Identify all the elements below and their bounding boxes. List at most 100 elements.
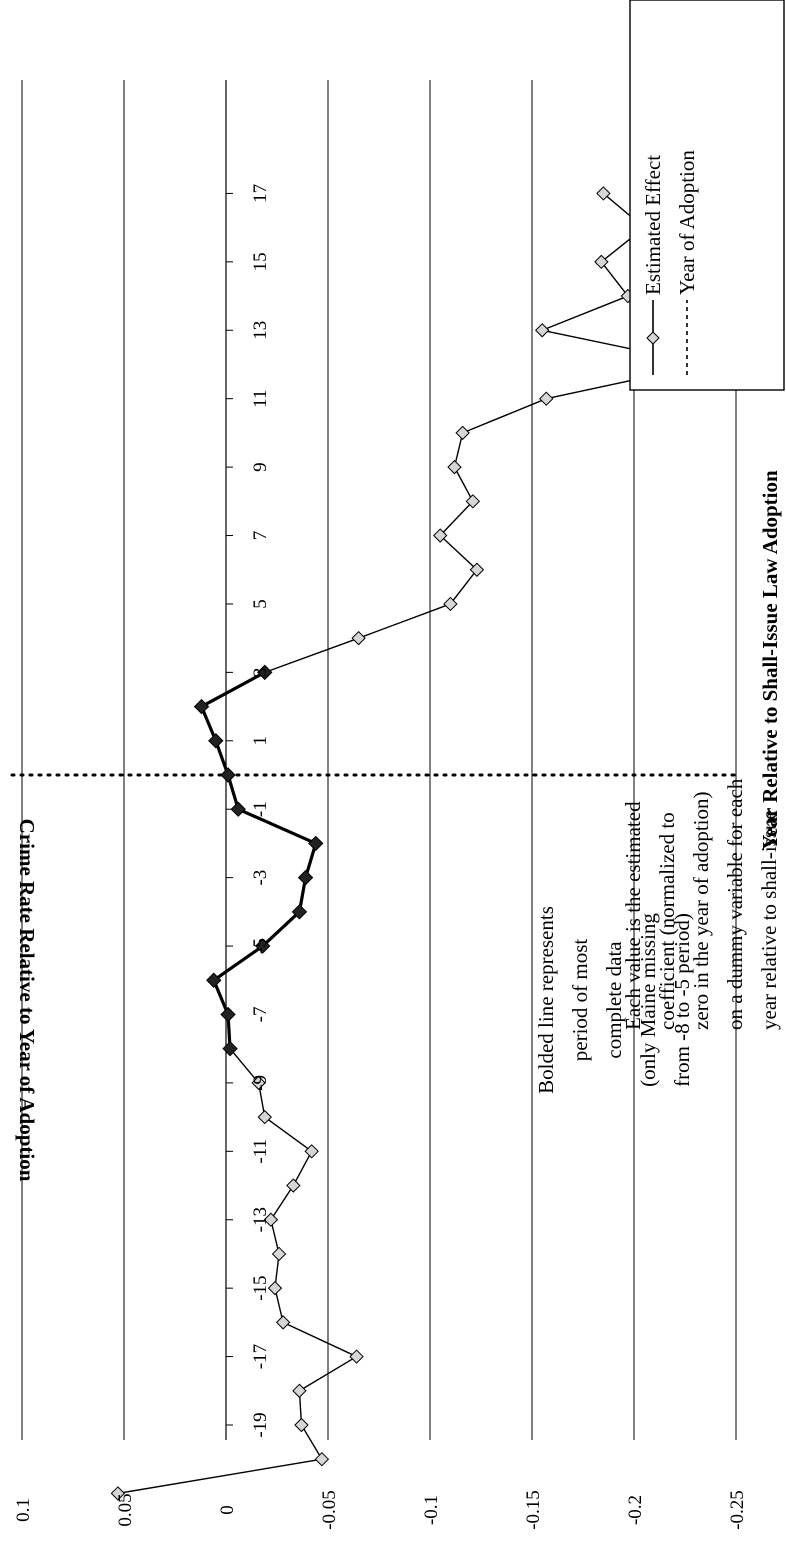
y-tick-label: 0.05 bbox=[115, 1493, 136, 1526]
data-point bbox=[447, 459, 462, 475]
estimated-effect-series bbox=[110, 186, 713, 1501]
data-point bbox=[351, 630, 366, 646]
series-segment bbox=[282, 1321, 357, 1358]
series-segment bbox=[264, 1116, 313, 1152]
y-tick-label: -0.1 bbox=[421, 1495, 442, 1525]
data-point-bold bbox=[230, 801, 246, 817]
series-segment bbox=[449, 569, 478, 605]
x-tick-label: -7 bbox=[250, 1007, 271, 1023]
data-point bbox=[443, 596, 458, 612]
x-tick-label: 3 bbox=[250, 668, 271, 678]
data-point-bold bbox=[297, 869, 314, 886]
series-segment-bold bbox=[214, 740, 230, 776]
x-tick-label: 17 bbox=[250, 184, 271, 203]
data-point-bold bbox=[222, 1040, 238, 1057]
series-segment bbox=[264, 637, 359, 674]
x-tick-label: 1 bbox=[250, 736, 271, 746]
x-tick-label: -15 bbox=[250, 1275, 271, 1300]
series-segment bbox=[462, 398, 547, 434]
series-segment bbox=[439, 500, 474, 537]
series-segment bbox=[453, 466, 474, 502]
data-point bbox=[465, 494, 481, 509]
data-point bbox=[596, 186, 611, 201]
data-point bbox=[534, 323, 550, 338]
series-segment-bold bbox=[212, 944, 264, 982]
data-point-bold bbox=[208, 733, 224, 749]
data-point-bold bbox=[257, 664, 273, 681]
annotation-bolded-line: Bolded line represents period of most comp… bbox=[534, 906, 694, 1094]
data-point-bold bbox=[255, 938, 271, 954]
axes bbox=[225, 80, 233, 1440]
series-segment-bold bbox=[261, 910, 301, 948]
data-point bbox=[292, 1383, 307, 1398]
data-point-bold bbox=[291, 904, 308, 920]
data-point bbox=[539, 391, 554, 406]
data-point bbox=[594, 254, 609, 270]
data-point bbox=[251, 1075, 266, 1091]
data-point bbox=[294, 1417, 309, 1433]
data-point bbox=[432, 528, 448, 543]
data-point-bold bbox=[308, 835, 324, 852]
series-segment-bold bbox=[200, 705, 218, 742]
x-tick-label: -17 bbox=[250, 1344, 271, 1369]
data-point bbox=[275, 1315, 291, 1330]
legend-box bbox=[629, 0, 785, 391]
legend-entry-year-of-adoption: Year of Adoption bbox=[675, 150, 699, 375]
x-tick-label: -5 bbox=[250, 938, 271, 954]
data-point bbox=[286, 1178, 301, 1193]
x-tick-label: -13 bbox=[250, 1207, 271, 1232]
annotations: Bolded line represents period of most comp… bbox=[534, 774, 786, 1094]
data-point-bold bbox=[206, 972, 222, 988]
data-point bbox=[263, 1212, 279, 1227]
series-segment bbox=[117, 1458, 322, 1495]
legend-effect-marker bbox=[646, 331, 660, 345]
data-point-bold bbox=[220, 767, 236, 783]
data-point bbox=[349, 1349, 364, 1364]
series-segment-bold bbox=[237, 807, 317, 845]
data-point bbox=[257, 1109, 272, 1125]
x-tick-label: -9 bbox=[250, 1075, 271, 1091]
y-tick-label: -0.05 bbox=[319, 1490, 340, 1530]
series-segment bbox=[300, 1424, 323, 1460]
series-segment bbox=[600, 261, 629, 297]
series-segment bbox=[358, 603, 451, 639]
data-point-bold bbox=[220, 1006, 236, 1023]
series-segment bbox=[292, 1150, 313, 1186]
series-segment bbox=[299, 1355, 357, 1392]
annotation-methodology: Each value is the estimated coefficient (… bbox=[621, 774, 786, 1030]
legend-entry-estimated-effect: Estimated Effect bbox=[641, 155, 665, 375]
data-point bbox=[304, 1144, 319, 1159]
x-tick-label: 9 bbox=[250, 462, 271, 472]
series-segment bbox=[541, 295, 629, 331]
x-tick-label: -19 bbox=[250, 1412, 271, 1437]
x-tick-label: 5 bbox=[250, 599, 271, 609]
y-axis-title: Crime Rate Relative to Year of Adoption bbox=[15, 819, 39, 1182]
x-tick-label: 15 bbox=[250, 252, 271, 271]
x-tick-label: 7 bbox=[250, 531, 271, 541]
x-axis-title: Year Relative to Shall-Issue Law Adoptio… bbox=[758, 470, 782, 850]
data-point bbox=[110, 1486, 126, 1501]
legend-label-estimated-effect: Estimated Effect bbox=[641, 155, 665, 295]
data-point bbox=[469, 562, 485, 577]
y-tick-label: 0 bbox=[217, 1505, 238, 1515]
series-segment bbox=[439, 535, 478, 571]
y-tick-label: -0.25 bbox=[727, 1490, 748, 1530]
y-tick-label: -0.2 bbox=[625, 1495, 646, 1525]
series-segment bbox=[270, 1185, 294, 1221]
legend-label-year-of-adoption: Year of Adoption bbox=[675, 150, 699, 295]
x-tick-label: -3 bbox=[250, 870, 271, 886]
series-segment-bold bbox=[212, 979, 230, 1016]
tick-labels: 0.1 0.05 0 -0.05 -0.1 -0.15 -0.2 -0.25-19-17-15… bbox=[13, 184, 748, 1530]
y-tick-label: 0.1 bbox=[13, 1498, 34, 1522]
data-point bbox=[271, 1246, 287, 1262]
data-point bbox=[267, 1280, 283, 1296]
x-tick-label: 11 bbox=[250, 390, 271, 408]
series-segment bbox=[229, 1048, 260, 1084]
series-segment-bold bbox=[200, 670, 266, 708]
data-point bbox=[455, 425, 470, 441]
x-tick-label: 13 bbox=[250, 321, 271, 340]
y-tick-label: -0.15 bbox=[523, 1490, 544, 1530]
legend: Estimated Effect Year of Adoption bbox=[629, 0, 785, 391]
x-tick-label: -1 bbox=[250, 801, 271, 817]
